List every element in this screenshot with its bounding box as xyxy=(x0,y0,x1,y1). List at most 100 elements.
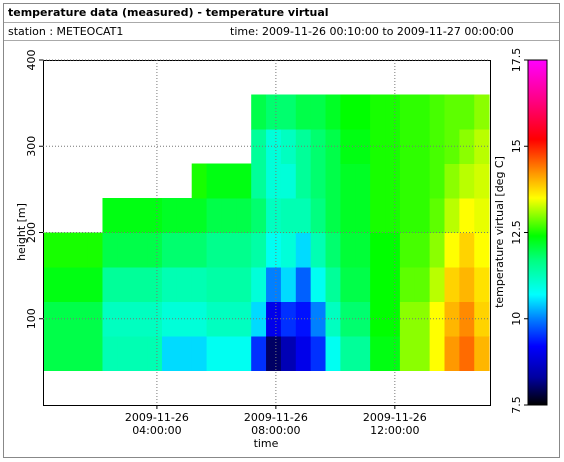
cell xyxy=(429,336,445,371)
cell xyxy=(325,163,341,199)
cell xyxy=(102,232,118,268)
cell xyxy=(266,267,282,302)
cell xyxy=(474,267,490,302)
cell xyxy=(57,267,74,302)
cell xyxy=(57,232,74,268)
cell xyxy=(191,163,208,199)
colorbar-label: temperature virtual [deg C] xyxy=(493,156,506,308)
cell xyxy=(355,232,371,268)
cell xyxy=(147,198,163,233)
y-axis-label: height [m] xyxy=(15,203,28,261)
cell xyxy=(72,267,89,302)
cell xyxy=(72,336,89,371)
cell xyxy=(43,301,59,337)
cell xyxy=(429,267,445,302)
cell xyxy=(236,163,252,199)
cell xyxy=(414,232,431,268)
cell xyxy=(132,232,148,268)
cell xyxy=(295,267,312,302)
cell xyxy=(325,198,341,233)
cell xyxy=(280,232,297,268)
cell xyxy=(191,198,208,233)
cell xyxy=(370,336,386,371)
cell xyxy=(295,301,312,337)
cell xyxy=(206,336,222,371)
cell xyxy=(266,301,282,337)
cell xyxy=(295,336,312,371)
cell xyxy=(310,336,327,371)
cell xyxy=(399,163,416,199)
cell xyxy=(355,301,371,337)
cell xyxy=(251,336,267,371)
cell xyxy=(191,232,208,268)
cell xyxy=(57,301,74,337)
cell xyxy=(43,267,59,302)
cell xyxy=(87,232,103,268)
cell xyxy=(399,267,416,302)
cell xyxy=(340,94,356,130)
cell xyxy=(161,267,178,302)
cell xyxy=(429,129,445,164)
cell xyxy=(295,198,312,233)
cell xyxy=(266,129,282,164)
cell xyxy=(444,301,460,337)
y-tick-label: 100 xyxy=(25,308,38,329)
cell xyxy=(87,301,103,337)
cell xyxy=(251,129,267,164)
cell xyxy=(429,232,445,268)
cell xyxy=(236,301,252,337)
cell xyxy=(340,267,356,302)
cell xyxy=(370,267,386,302)
colorbar-tick-label: 17.5 xyxy=(510,48,523,73)
cell xyxy=(161,198,178,233)
cell xyxy=(340,198,356,233)
cell xyxy=(236,267,252,302)
cell xyxy=(444,232,460,268)
cell xyxy=(459,163,475,199)
cell xyxy=(266,336,282,371)
cell xyxy=(414,198,431,233)
cell xyxy=(102,336,118,371)
cell xyxy=(295,129,312,164)
cell xyxy=(325,129,341,164)
cell xyxy=(191,336,208,371)
cell xyxy=(310,94,327,130)
cell xyxy=(385,94,401,130)
cell xyxy=(251,94,267,130)
cell xyxy=(325,94,341,130)
cell xyxy=(236,198,252,233)
cell xyxy=(399,198,416,233)
cell xyxy=(280,129,297,164)
cell xyxy=(147,336,163,371)
cell xyxy=(340,163,356,199)
cell xyxy=(102,301,118,337)
colorbar-tick-label: 10 xyxy=(510,312,523,326)
cell xyxy=(459,336,475,371)
time-range: time: 2009-11-26 00:10:00 to 2009-11-27 … xyxy=(230,25,514,38)
cell xyxy=(474,198,490,233)
y-tick-label: 200 xyxy=(25,222,38,243)
cell xyxy=(206,232,222,268)
cell xyxy=(102,267,118,302)
cell xyxy=(325,232,341,268)
cell xyxy=(310,198,327,233)
cell xyxy=(444,163,460,199)
cell xyxy=(87,267,103,302)
cell xyxy=(429,301,445,337)
cell xyxy=(117,336,133,371)
cell xyxy=(414,129,431,164)
cell xyxy=(251,267,267,302)
cell xyxy=(176,336,193,371)
cell xyxy=(206,163,222,199)
cell xyxy=(355,198,371,233)
cell xyxy=(429,163,445,199)
colorbar xyxy=(527,59,548,406)
cell xyxy=(355,267,371,302)
cell xyxy=(355,129,371,164)
cell xyxy=(355,163,371,199)
cell xyxy=(132,198,148,233)
cell xyxy=(117,198,133,233)
x-tick-label: 2009-11-26 08:00:00 xyxy=(243,411,308,437)
cell xyxy=(176,198,193,233)
cell xyxy=(310,267,327,302)
